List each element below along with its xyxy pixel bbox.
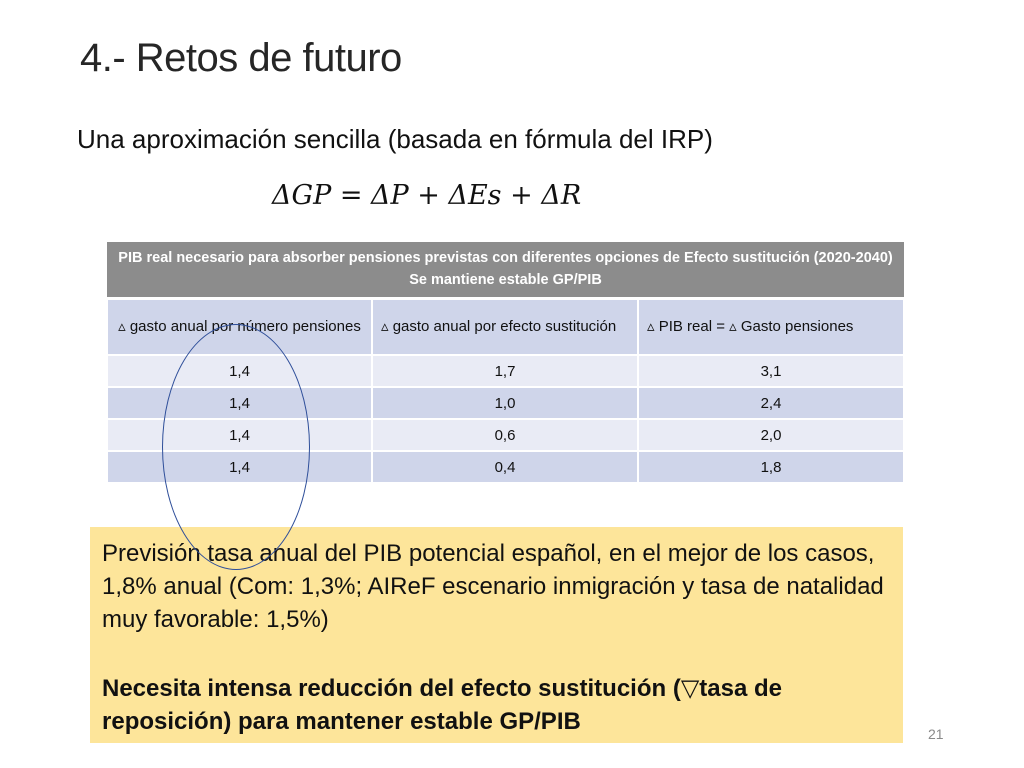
slide-subtitle: Una aproximación sencilla (basada en fór… [77,124,713,154]
table-cell: 1,8 [636,450,906,484]
column-header: ▵ PIB real = ▵ Gasto pensiones [636,297,906,356]
column-header: ▵ gasto anual por efecto sustitución [371,297,639,356]
slide-title: 4.- Retos de futuro [80,36,402,80]
column-header: ▵ gasto anual por número pensiones [106,297,373,356]
table-header-title: PIB real necesario para absorber pension… [118,250,893,266]
table-header: PIB real necesario para absorber pension… [107,242,905,300]
formula: ΔGP = ΔP + ΔEs + ΔR [272,180,582,211]
table-header-subtitle: Se mantiene estable GP/PIB [409,272,602,288]
table-row: 1,4 0,4 1,8 [106,450,906,484]
table-cell: 1,4 [106,386,373,420]
table-cell: 3,1 [636,354,906,388]
table-row: 1,4 1,7 3,1 [106,354,906,388]
note-spacer [102,636,891,672]
table-row: 1,4 0,6 2,0 [106,418,906,452]
table-cell: 1,0 [371,386,639,420]
table-cell: 1,4 [106,450,373,484]
note-box: Previsión tasa anual del PIB potencial e… [90,527,903,743]
note-conclusion: Necesita intensa reducción del efecto su… [102,675,782,735]
table-cell: 1,7 [371,354,639,388]
table-cell: 2,0 [636,418,906,452]
table-cell: 0,4 [371,450,639,484]
table-cell: 1,4 [106,354,373,388]
note-paragraph: Previsión tasa anual del PIB potencial e… [102,540,884,633]
table-cell: 0,6 [371,418,639,452]
table-row: 1,4 1,0 2,4 [106,386,906,420]
column-headers-row: ▵ gasto anual por número pensiones ▵ gas… [106,297,906,356]
table-cell: 2,4 [636,386,906,420]
gdp-pension-table: PIB real necesario para absorber pension… [106,242,906,484]
table-cell: 1,4 [106,418,373,452]
page-number: 21 [928,726,944,742]
